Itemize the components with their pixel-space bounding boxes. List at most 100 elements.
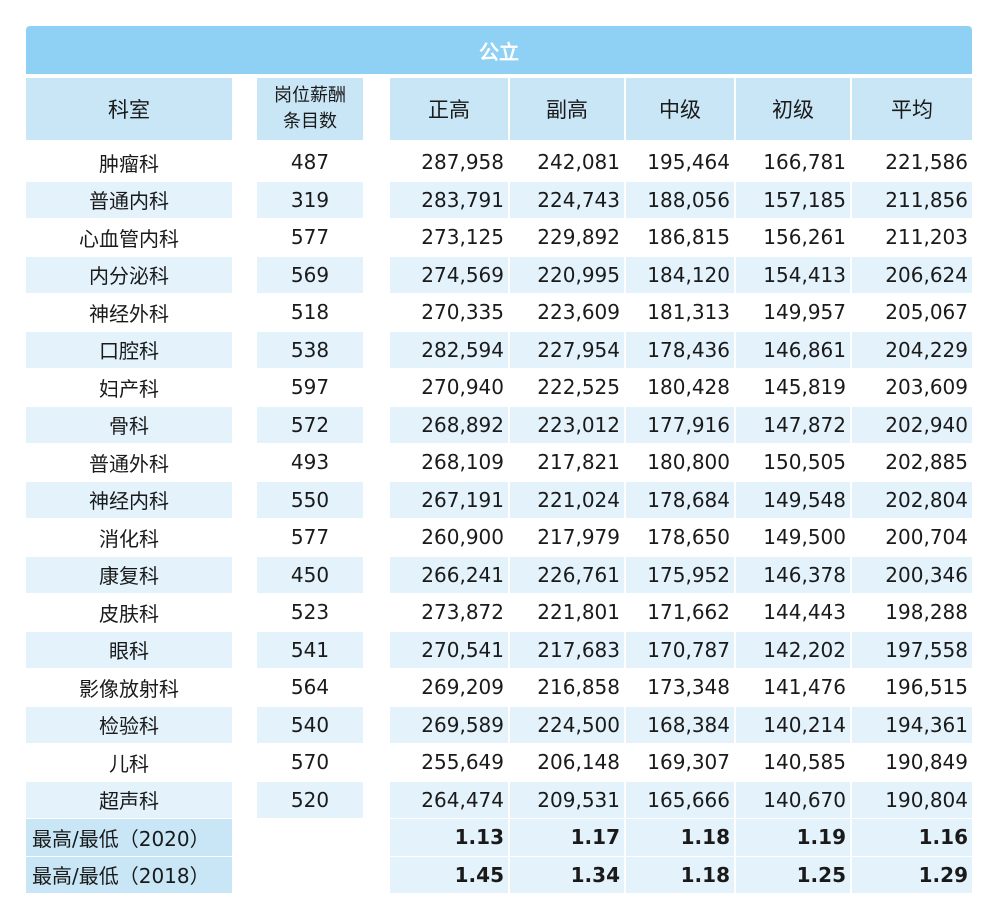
row-value: 267,191 bbox=[390, 481, 508, 518]
header-col-3: 初级 bbox=[736, 78, 850, 140]
row-value: 157,185 bbox=[736, 181, 850, 218]
header-col-0: 正高 bbox=[390, 78, 508, 140]
row-value: 188,056 bbox=[626, 181, 734, 218]
row-department: 内分泌科 bbox=[26, 256, 232, 293]
row-value: 229,892 bbox=[510, 219, 624, 256]
header-col-1: 副高 bbox=[510, 78, 624, 140]
summary-value: 1.18 bbox=[626, 856, 734, 893]
summary-label: 最高/最低（2020） bbox=[26, 819, 232, 856]
row-value: 169,307 bbox=[626, 744, 734, 781]
row-value: 282,594 bbox=[390, 331, 508, 368]
row-department: 骨科 bbox=[26, 406, 232, 443]
table-banner: 公立 bbox=[26, 26, 972, 74]
row-value: 186,815 bbox=[626, 219, 734, 256]
summary-value: 1.45 bbox=[390, 856, 508, 893]
row-value: 222,525 bbox=[510, 369, 624, 406]
row-value: 177,916 bbox=[626, 406, 734, 443]
summary-value: 1.34 bbox=[510, 856, 624, 893]
row-value: 195,464 bbox=[626, 144, 734, 181]
row-value: 264,474 bbox=[390, 781, 508, 818]
row-value: 211,856 bbox=[852, 181, 972, 218]
header-department: 科室 bbox=[26, 78, 232, 140]
row-department: 神经外科 bbox=[26, 294, 232, 331]
row-count: 319 bbox=[257, 181, 363, 218]
summary-value: 1.17 bbox=[510, 819, 624, 856]
row-value: 273,872 bbox=[390, 594, 508, 631]
row-value: 150,505 bbox=[736, 444, 850, 481]
row-value: 178,650 bbox=[626, 519, 734, 556]
row-value: 224,500 bbox=[510, 706, 624, 743]
row-count: 570 bbox=[257, 744, 363, 781]
row-value: 184,120 bbox=[626, 256, 734, 293]
header-count-line2: 条目数 bbox=[283, 111, 337, 132]
row-value: 221,801 bbox=[510, 594, 624, 631]
row-value: 255,649 bbox=[390, 744, 508, 781]
row-value: 156,261 bbox=[736, 219, 850, 256]
row-value: 217,979 bbox=[510, 519, 624, 556]
row-department: 儿科 bbox=[26, 744, 232, 781]
salary-table: 公立 科室 岗位薪酬 条目数 正高 副高 中级 初级 平均 肿瘤科 487 287,958 242,0… bbox=[26, 26, 972, 893]
summary-value: 1.29 bbox=[852, 856, 972, 893]
row-department: 检验科 bbox=[26, 706, 232, 743]
row-count: 569 bbox=[257, 256, 363, 293]
row-value: 145,819 bbox=[736, 369, 850, 406]
row-department: 超声科 bbox=[26, 781, 232, 818]
row-value: 180,428 bbox=[626, 369, 734, 406]
row-value: 149,957 bbox=[736, 294, 850, 331]
row-department: 普通内科 bbox=[26, 181, 232, 218]
row-count: 520 bbox=[257, 781, 363, 818]
row-value: 168,384 bbox=[626, 706, 734, 743]
row-value: 216,858 bbox=[510, 669, 624, 706]
row-count: 550 bbox=[257, 481, 363, 518]
row-value: 220,995 bbox=[510, 256, 624, 293]
row-value: 221,024 bbox=[510, 481, 624, 518]
row-value: 196,515 bbox=[852, 669, 972, 706]
row-value: 221,586 bbox=[852, 144, 972, 181]
row-value: 269,589 bbox=[390, 706, 508, 743]
row-value: 180,800 bbox=[626, 444, 734, 481]
row-value: 165,666 bbox=[626, 781, 734, 818]
row-count: 572 bbox=[257, 406, 363, 443]
row-value: 200,704 bbox=[852, 519, 972, 556]
row-value: 147,872 bbox=[736, 406, 850, 443]
row-count: 577 bbox=[257, 519, 363, 556]
row-department: 口腔科 bbox=[26, 331, 232, 368]
row-value: 202,804 bbox=[852, 481, 972, 518]
header-col-2: 中级 bbox=[626, 78, 734, 140]
row-value: 260,900 bbox=[390, 519, 508, 556]
row-department: 康复科 bbox=[26, 556, 232, 593]
row-value: 224,743 bbox=[510, 181, 624, 218]
row-value: 173,348 bbox=[626, 669, 734, 706]
row-count: 541 bbox=[257, 631, 363, 668]
row-value: 140,585 bbox=[736, 744, 850, 781]
row-value: 190,849 bbox=[852, 744, 972, 781]
row-value: 270,541 bbox=[390, 631, 508, 668]
row-count: 450 bbox=[257, 556, 363, 593]
row-value: 194,361 bbox=[852, 706, 972, 743]
row-count: 564 bbox=[257, 669, 363, 706]
row-value: 242,081 bbox=[510, 144, 624, 181]
row-value: 266,241 bbox=[390, 556, 508, 593]
row-value: 149,500 bbox=[736, 519, 850, 556]
row-department: 眼科 bbox=[26, 631, 232, 668]
row-department: 肿瘤科 bbox=[26, 144, 232, 181]
row-value: 274,569 bbox=[390, 256, 508, 293]
row-value: 206,148 bbox=[510, 744, 624, 781]
header-count: 岗位薪酬 条目数 bbox=[257, 78, 363, 140]
row-value: 209,531 bbox=[510, 781, 624, 818]
header-col-4: 平均 bbox=[852, 78, 972, 140]
row-value: 140,214 bbox=[736, 706, 850, 743]
row-value: 223,609 bbox=[510, 294, 624, 331]
header-count-line1: 岗位薪酬 bbox=[274, 85, 346, 106]
row-value: 217,683 bbox=[510, 631, 624, 668]
row-value: 190,804 bbox=[852, 781, 972, 818]
row-value: 211,203 bbox=[852, 219, 972, 256]
row-value: 223,012 bbox=[510, 406, 624, 443]
row-value: 146,861 bbox=[736, 331, 850, 368]
row-count: 518 bbox=[257, 294, 363, 331]
row-value: 203,609 bbox=[852, 369, 972, 406]
row-value: 202,940 bbox=[852, 406, 972, 443]
row-department: 影像放射科 bbox=[26, 669, 232, 706]
row-value: 175,952 bbox=[626, 556, 734, 593]
summary-value: 1.19 bbox=[736, 819, 850, 856]
